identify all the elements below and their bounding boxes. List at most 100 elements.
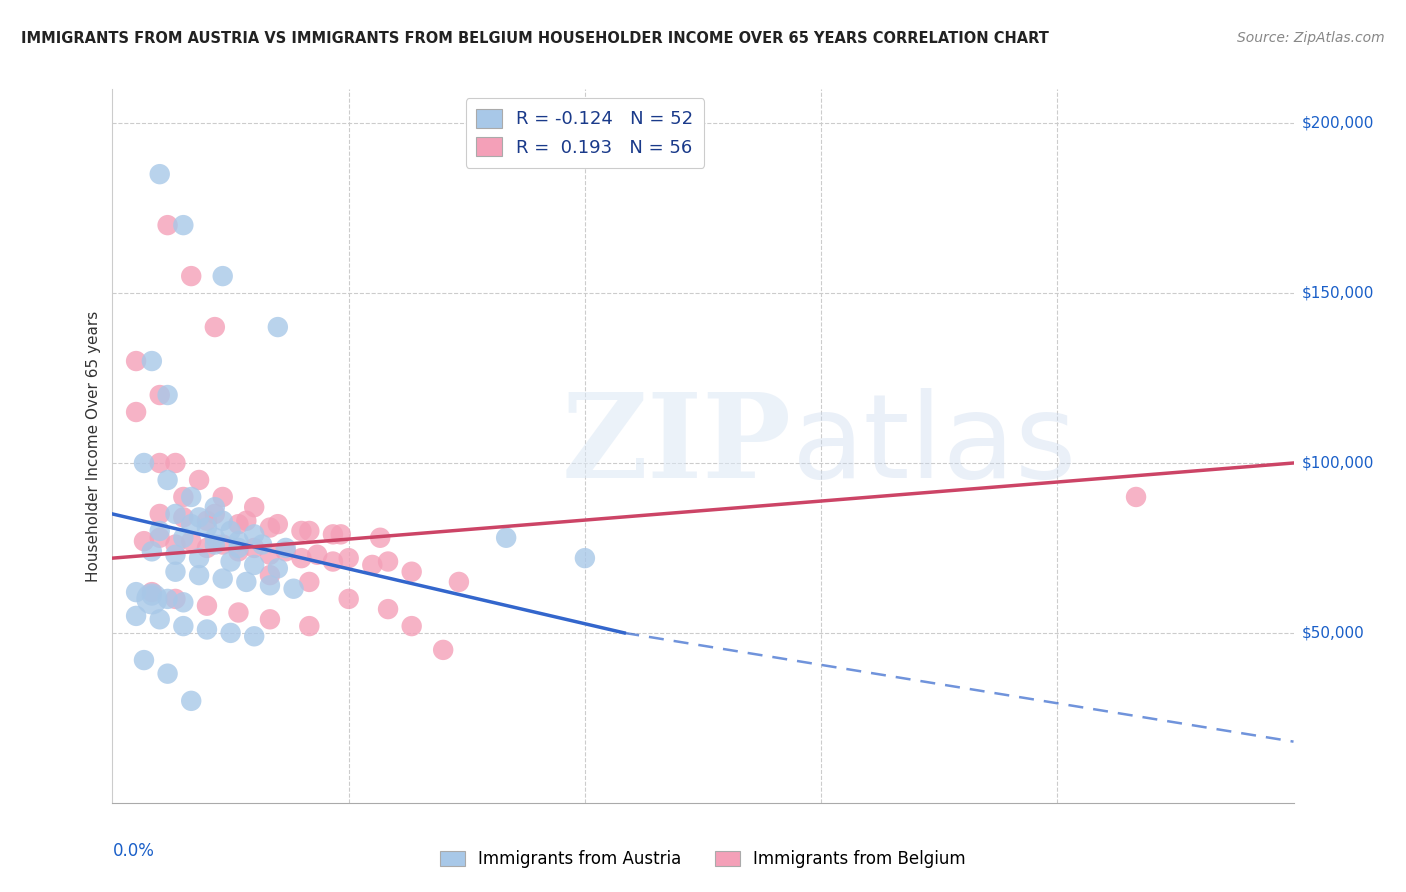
Point [219, 555, 242, 569]
Text: 0.0%: 0.0% [112, 842, 155, 860]
Point [165, 565, 187, 579]
Point [180, 269, 202, 284]
Point [322, 527, 344, 541]
Point [195, 514, 218, 528]
Point [377, 602, 399, 616]
Point [172, 595, 194, 609]
Point [172, 510, 194, 524]
Text: $100,000: $100,000 [1302, 456, 1374, 470]
Point [165, 507, 187, 521]
Point [401, 619, 423, 633]
Point [432, 643, 454, 657]
Point [322, 555, 344, 569]
Point [180, 490, 202, 504]
Point [149, 507, 172, 521]
Point [368, 531, 391, 545]
Point [141, 591, 163, 606]
Point [165, 537, 187, 551]
Point [125, 354, 148, 368]
Point [180, 694, 202, 708]
Point [149, 456, 172, 470]
Point [156, 388, 179, 402]
Text: $150,000: $150,000 [1302, 285, 1374, 301]
Text: ZIP: ZIP [561, 389, 792, 503]
Point [274, 541, 297, 555]
Point [172, 490, 194, 504]
Point [204, 531, 226, 545]
Point [267, 561, 290, 575]
Point [290, 524, 312, 538]
Point [180, 517, 202, 532]
Point [149, 388, 172, 402]
Point [298, 524, 321, 538]
Point [125, 405, 148, 419]
Point [172, 531, 194, 545]
Point [141, 544, 163, 558]
Text: atlas: atlas [792, 389, 1077, 503]
Point [228, 544, 250, 558]
Point [337, 551, 360, 566]
Point [228, 541, 250, 555]
Point [235, 514, 257, 528]
Point [188, 568, 211, 582]
Point [259, 612, 281, 626]
Point [132, 456, 155, 470]
Point [211, 537, 233, 551]
Point [141, 585, 163, 599]
Legend: R = -0.124   N = 52, R =  0.193   N = 56: R = -0.124 N = 52, R = 0.193 N = 56 [465, 98, 704, 168]
Point [165, 456, 187, 470]
Point [211, 572, 233, 586]
Point [574, 551, 596, 566]
Point [188, 551, 211, 566]
Point [228, 606, 250, 620]
Point [259, 548, 281, 562]
Point [243, 500, 266, 515]
Point [204, 500, 226, 515]
Point [219, 524, 242, 538]
Point [361, 558, 384, 572]
Point [195, 623, 218, 637]
Point [243, 527, 266, 541]
Point [172, 619, 194, 633]
Point [132, 653, 155, 667]
Text: IMMIGRANTS FROM AUSTRIA VS IMMIGRANTS FROM BELGIUM HOUSEHOLDER INCOME OVER 65 YE: IMMIGRANTS FROM AUSTRIA VS IMMIGRANTS FR… [21, 31, 1049, 46]
Point [195, 541, 218, 555]
Point [298, 574, 321, 589]
Point [211, 269, 233, 284]
Point [259, 520, 281, 534]
Point [180, 534, 202, 549]
Point [149, 167, 172, 181]
Point [172, 218, 194, 232]
Point [307, 548, 329, 562]
Point [156, 473, 179, 487]
Point [329, 527, 352, 541]
Point [156, 666, 179, 681]
Point [259, 568, 281, 582]
Point [250, 537, 273, 551]
Point [132, 534, 155, 549]
Point [228, 534, 250, 549]
Point [204, 537, 226, 551]
Point [267, 517, 290, 532]
Y-axis label: Householder Income Over 65 years: Householder Income Over 65 years [86, 310, 101, 582]
Point [165, 591, 187, 606]
Point [298, 619, 321, 633]
Point [195, 520, 218, 534]
Point [495, 531, 517, 545]
Point [211, 514, 233, 528]
Point [259, 578, 281, 592]
Point [156, 218, 179, 232]
Point [188, 473, 211, 487]
Point [219, 626, 242, 640]
Point [228, 517, 250, 532]
Point [1125, 490, 1147, 504]
Text: $200,000: $200,000 [1302, 116, 1374, 131]
Point [125, 585, 148, 599]
Point [377, 555, 399, 569]
Point [243, 629, 266, 643]
Point [149, 531, 172, 545]
Point [149, 612, 172, 626]
Point [141, 354, 163, 368]
Point [274, 544, 297, 558]
Point [283, 582, 305, 596]
